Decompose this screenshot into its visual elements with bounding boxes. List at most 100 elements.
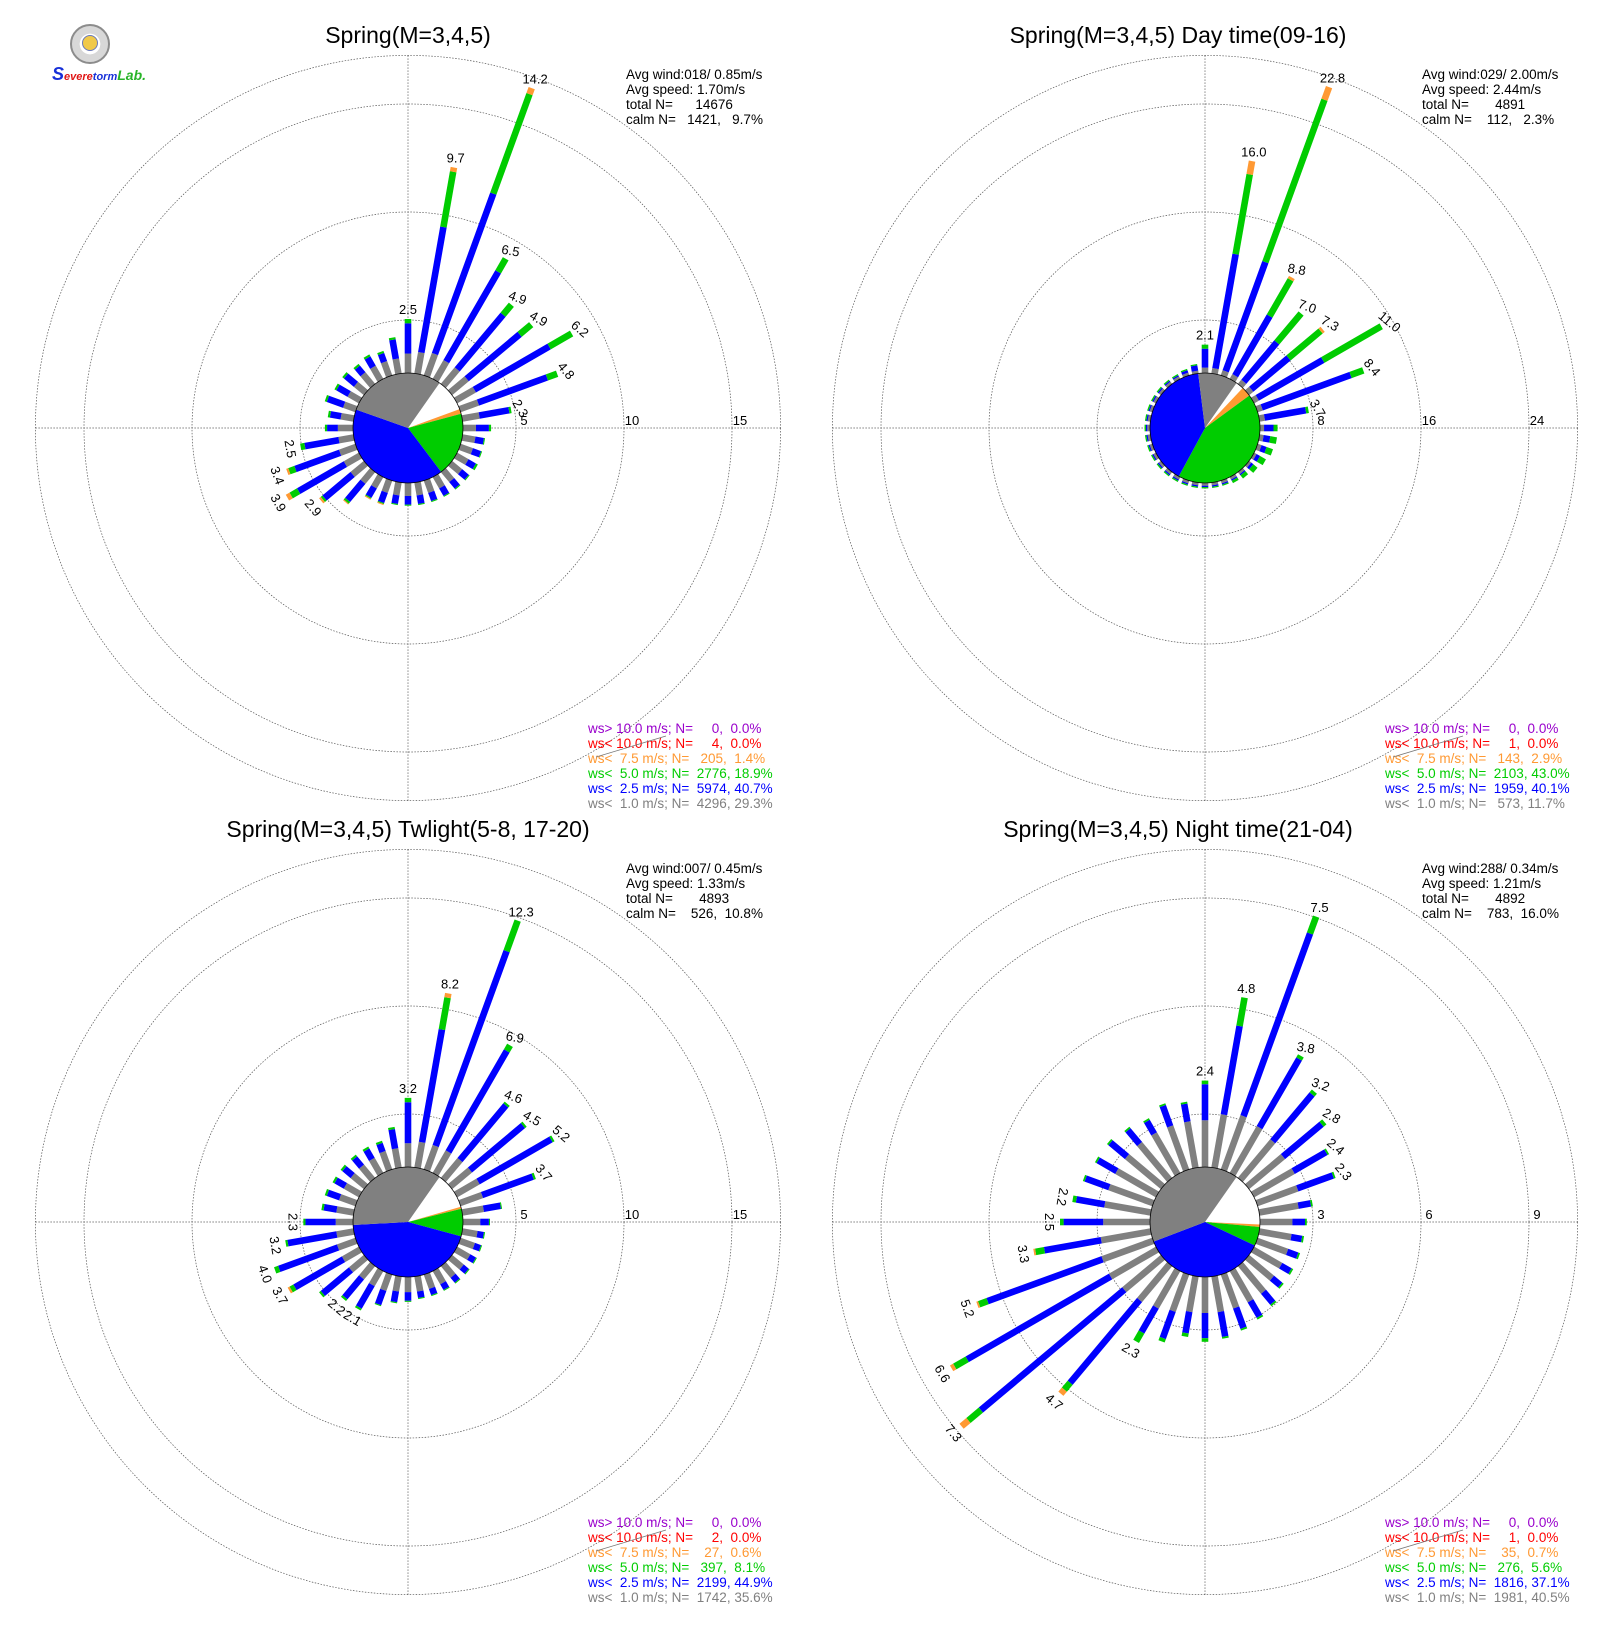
wind-bar-segment (423, 478, 435, 493)
wind-bar-segment (1230, 476, 1238, 481)
wind-rose-panel-2: 8 16 242.116.022.88.87.07.3 11.08.43.7Sprin… (832, 22, 1578, 811)
wind-bar-segment (1255, 1237, 1289, 1255)
wind-rose-panel-3: 5 10 153.28.212.36.94.64.55.23.72.12.23.74… (35, 816, 781, 1605)
wind-bar-segment (470, 448, 482, 458)
wind-bar-segment (335, 1218, 353, 1226)
wind-bar-segment (404, 1097, 412, 1103)
bar-value-label: 3.2 (1310, 1074, 1332, 1094)
wind-bar-segment (1058, 1387, 1067, 1396)
wind-bar-segment (369, 1157, 384, 1177)
wind-bar-segment (547, 330, 574, 350)
wind-bar-segment (1181, 482, 1188, 486)
wind-bar-segment (1309, 1089, 1317, 1097)
bar-value-label: 4.8 (1237, 981, 1255, 996)
wind-bar-segment (329, 411, 342, 420)
wind-bar-segment (1151, 454, 1156, 462)
wind-bar-segment (440, 468, 455, 483)
wind-bar-segment (1305, 1218, 1307, 1226)
legend-entry: ws< 1.0 m/s; N= 573, 11.7% (1384, 796, 1565, 811)
wind-bar-segment (390, 1290, 400, 1303)
wind-bar-segment (1222, 261, 1269, 373)
wind-bar-segment (966, 1407, 983, 1424)
wind-bar-segment (1153, 452, 1160, 460)
wind-bar-segment (1147, 424, 1150, 432)
wind-bar-segment (364, 356, 376, 369)
wind-bar-segment (1201, 348, 1209, 368)
wind-bar-segment (464, 1268, 470, 1275)
wind-bar-segment (1106, 1139, 1113, 1146)
stats-line: calm N= 1421, 9.7% (626, 112, 763, 127)
bar-value-label: 2.2 (1054, 1187, 1072, 1207)
wind-bar-segment (1274, 311, 1304, 345)
wind-bar-segment (1201, 367, 1209, 373)
stats-line: Avg speed: 1.21m/s (1422, 876, 1541, 891)
bar-value-label: 2.5 (1042, 1213, 1057, 1231)
wind-bar-segment (428, 490, 438, 502)
wind-bar-segment (364, 495, 371, 500)
legend-entry: ws< 7.5 m/s; N= 35, 0.7% (1384, 1545, 1558, 1560)
wind-bar-segment (343, 401, 358, 413)
wind-bar-segment (1245, 1154, 1286, 1190)
wind-bar-segment (1258, 1202, 1299, 1216)
wind-bar-segment (1240, 471, 1249, 479)
wind-bar-segment (1100, 1228, 1152, 1244)
wind-bar-segment (459, 1264, 469, 1274)
stats-line: calm N= 112, 2.3% (1422, 112, 1554, 127)
legend-entry: ws< 2.5 m/s; N= 2199, 44.9% (587, 1575, 773, 1590)
wind-bar-segment (1233, 1306, 1247, 1329)
wind-bar-segment (341, 1246, 363, 1263)
wind-bar-segment (1201, 1080, 1209, 1085)
wind-bar-segment (1033, 1248, 1037, 1256)
wind-bar-segment (1181, 1332, 1189, 1338)
chart-title: Spring(M=3,4,5) (325, 22, 491, 48)
wind-bar-segment (1156, 386, 1162, 393)
wind-bar-segment (336, 1237, 358, 1251)
wind-bar-segment (458, 399, 480, 413)
wind-bar-segment (1182, 478, 1190, 484)
wind-bar-segment (353, 363, 360, 370)
wind-bar-segment (345, 479, 366, 503)
wind-bar-segment (404, 483, 412, 496)
wind-bar-segment (1060, 1218, 1064, 1226)
wind-bar-segment (343, 1183, 363, 1198)
wind-bar-segment (1072, 1195, 1077, 1203)
wind-bar-segment (404, 1300, 412, 1302)
ring-tick-label: 10 (625, 413, 639, 428)
wind-bar-segment (431, 1292, 438, 1297)
wind-bar-segment (404, 353, 412, 373)
wind-bar-segment (1318, 326, 1325, 334)
chart-title: Spring(M=3,4,5) Night time(21-04) (1003, 816, 1353, 842)
wind-bar-segment (1180, 1101, 1188, 1105)
wind-bar-segment (1260, 1218, 1293, 1226)
wind-bar-segment (418, 226, 447, 354)
legend-entry: ws> 10.0 m/s; N= 0, 0.0% (1384, 1515, 1558, 1530)
wind-bar-segment (1201, 485, 1209, 488)
wind-bar-segment (959, 1417, 971, 1429)
wind-bar-segment (1144, 435, 1148, 442)
stats-line: total N= 4891 (1422, 97, 1525, 112)
wind-bar-segment (1262, 98, 1328, 264)
legend-entry: ws< 1.0 m/s; N= 1742, 35.6% (587, 1590, 773, 1605)
wind-bar-segment (472, 463, 478, 471)
wind-bar-segment (423, 352, 439, 378)
wind-bar-segment (1222, 482, 1229, 486)
wind-bar-segment (285, 1239, 289, 1247)
wind-bar-segment (490, 93, 533, 195)
wind-bar-segment (369, 1267, 384, 1287)
legend-strike-line (1392, 1529, 1464, 1552)
wind-bar-segment (1094, 1156, 1100, 1164)
wind-bar-segment (439, 485, 450, 496)
wind-bar-segment (1220, 478, 1228, 484)
wind-bar-segment (443, 270, 501, 364)
chart-title: Spring(M=3,4,5) Day time(09-16) (1010, 22, 1347, 48)
wind-bar-segment (1256, 1057, 1302, 1130)
wind-bar-segment (1171, 374, 1179, 379)
wind-bar-segment (1269, 1275, 1283, 1288)
wind-bar-segment (1151, 1132, 1181, 1177)
wind-bar-segment (416, 1290, 425, 1299)
wind-bar-segment (1201, 1338, 1209, 1342)
wind-bar-segment (472, 343, 551, 393)
wind-bar-segment (949, 1363, 957, 1372)
pie-outline (1149, 372, 1261, 484)
wind-bar-segment (1240, 932, 1314, 1118)
